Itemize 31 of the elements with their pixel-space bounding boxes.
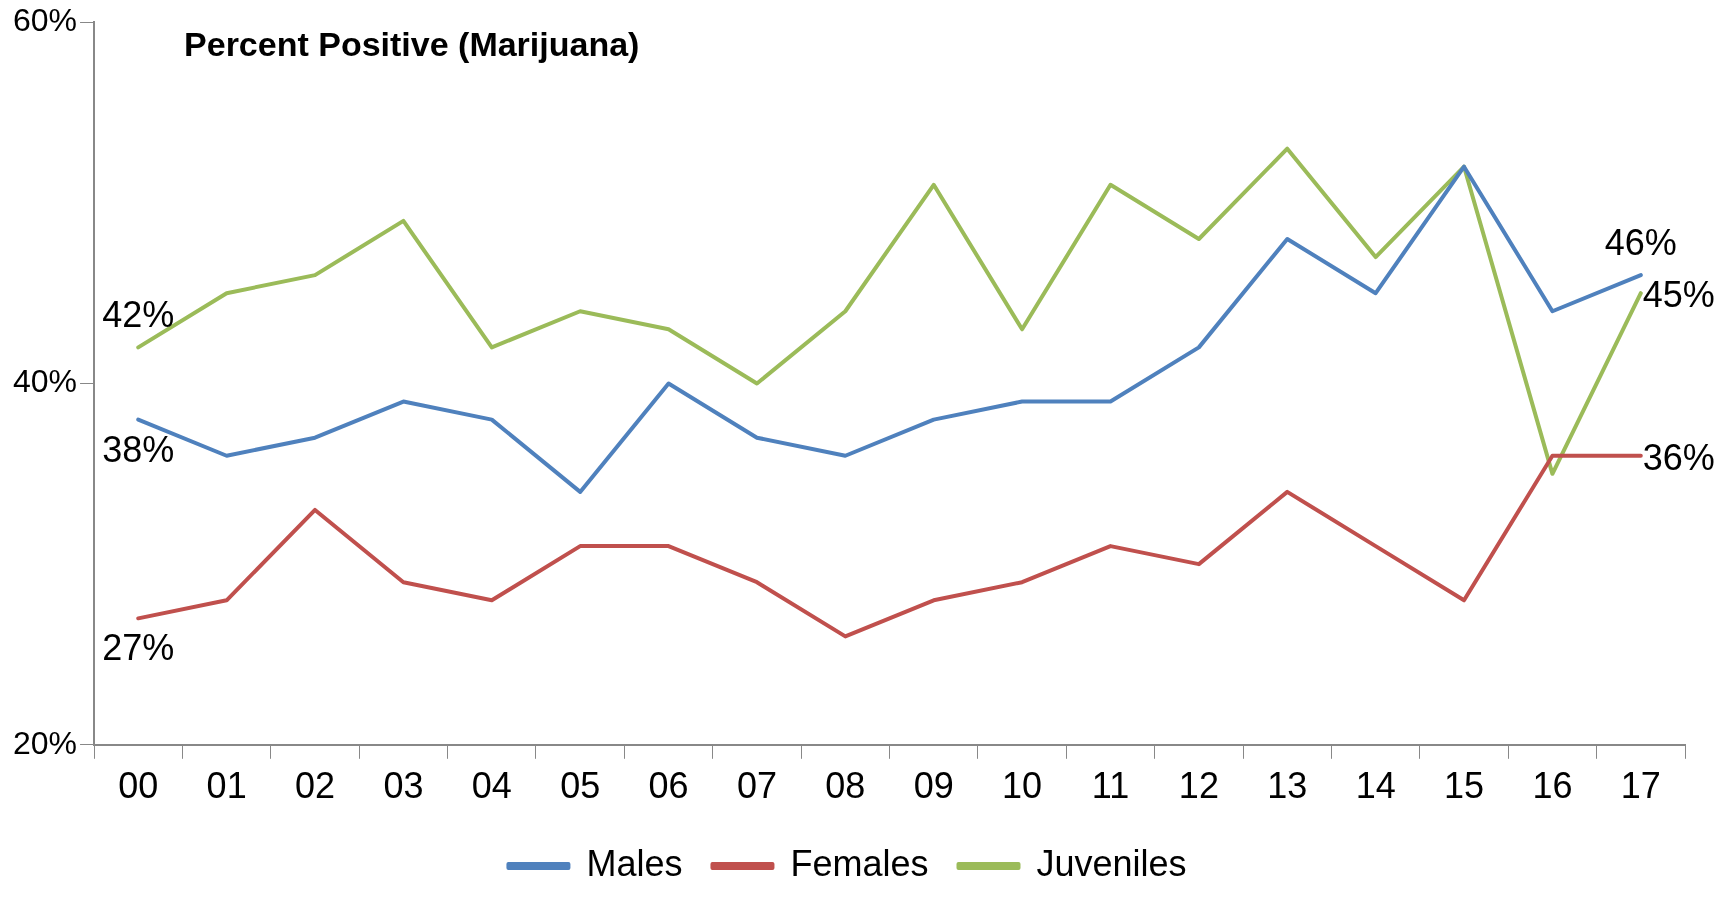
x-tick-label: 08 <box>825 765 866 807</box>
x-tick-label: 10 <box>1002 765 1043 807</box>
legend-label: Females <box>790 842 929 884</box>
x-tick-label: 12 <box>1178 765 1219 807</box>
x-tick-label: 14 <box>1355 765 1396 807</box>
x-tick-label: 07 <box>736 765 777 807</box>
x-tick-label: 02 <box>294 765 336 807</box>
x-tick-label: 09 <box>913 765 954 807</box>
data-label: 42% <box>102 294 175 336</box>
x-tick-label: 11 <box>1091 765 1130 807</box>
x-tick-label: 00 <box>118 765 159 807</box>
x-tick-label: 04 <box>471 765 512 807</box>
legend-label: Juveniles <box>1036 842 1187 884</box>
x-tick-label: 15 <box>1444 765 1485 807</box>
x-tick-label: 16 <box>1532 765 1573 807</box>
chart-title: Percent Positive (Marijuana) <box>184 24 640 63</box>
y-tick-label: 40% <box>13 363 78 400</box>
y-tick-label: 20% <box>13 724 78 761</box>
y-tick-label: 60% <box>13 2 78 39</box>
data-label: 46% <box>1604 222 1677 264</box>
x-tick-label: 05 <box>560 765 601 807</box>
x-tick-label: 17 <box>1620 765 1661 807</box>
legend-label: Males <box>586 842 683 884</box>
data-label: 38% <box>102 428 175 470</box>
x-tick-label: 03 <box>383 765 424 807</box>
data-label: 27% <box>102 627 175 669</box>
x-tick-label: 13 <box>1267 765 1308 807</box>
data-label: 36% <box>1642 436 1715 478</box>
x-tick-label: 06 <box>648 765 689 807</box>
x-tick-label: 01 <box>206 765 247 807</box>
data-label: 45% <box>1642 274 1715 316</box>
